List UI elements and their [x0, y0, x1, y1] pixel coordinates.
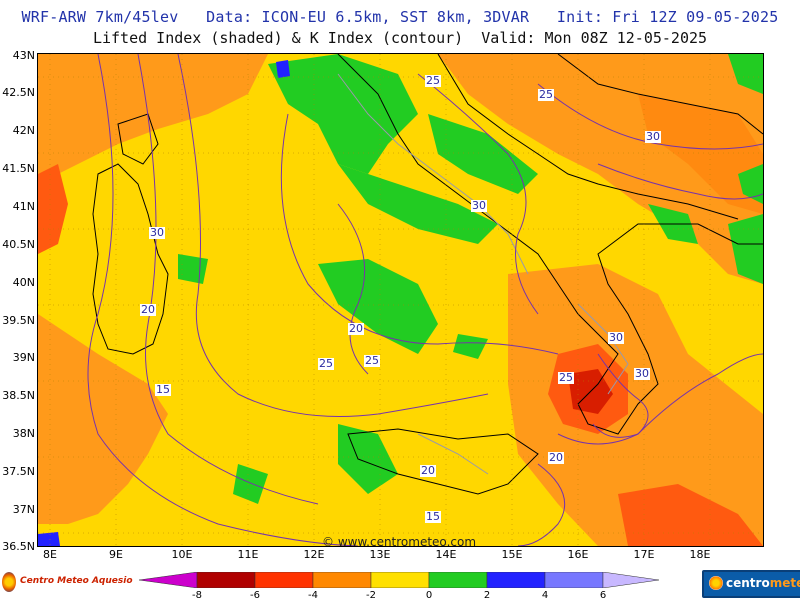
contour-label: 30 — [149, 226, 165, 239]
contour-label: 25 — [425, 74, 441, 87]
lon-label: 18E — [689, 548, 711, 561]
legend-tick: 4 — [541, 590, 549, 601]
lon-label: 10E — [171, 548, 193, 561]
legend-swatch-2 — [254, 572, 314, 588]
contour-label: 30 — [634, 367, 650, 380]
lon-label: 16E — [567, 548, 589, 561]
lat-label: 37N — [12, 503, 35, 516]
contour-label: 25 — [318, 357, 334, 370]
legend-tick: 0 — [425, 590, 433, 601]
lon-label: 17E — [633, 548, 655, 561]
contour-label: 20 — [420, 464, 436, 477]
legend-tick: -6 — [250, 590, 260, 601]
logo-globe-icon — [2, 572, 16, 592]
legend-tick: 6 — [599, 590, 607, 601]
lon-label: 9E — [109, 548, 123, 561]
legend-tick: -2 — [366, 590, 376, 601]
watermark: © www.centrometeo.com — [322, 535, 477, 549]
contour-label: 30 — [608, 331, 624, 344]
logo-left-text: Centro Meteo Aquesio — [20, 576, 133, 586]
logo-right-text: centrometeo — [726, 576, 800, 590]
lat-label: 40.5N — [2, 238, 35, 251]
legend-swatch-0 — [139, 572, 198, 588]
contour-label: 20 — [348, 322, 364, 335]
contour-label: 20 — [548, 451, 564, 464]
lat-label: 36.5N — [2, 540, 35, 553]
logo-sun-icon — [709, 576, 723, 590]
legend-swatch-4 — [370, 572, 430, 588]
lat-label: 41.5N — [2, 162, 35, 175]
contour-label: 30 — [471, 199, 487, 212]
lifted-index-field — [38, 54, 763, 546]
lat-label: 38N — [12, 427, 35, 440]
contour-label: 15 — [425, 510, 441, 523]
lat-label: 37.5N — [2, 465, 35, 478]
lon-label: 12E — [303, 548, 325, 561]
contour-label: 30 — [645, 130, 661, 143]
lon-label: 15E — [501, 548, 523, 561]
lat-label: 40N — [12, 276, 35, 289]
contour-label: 15 — [155, 383, 171, 396]
legend-swatch-7 — [544, 572, 604, 588]
lat-label: 42N — [12, 124, 35, 137]
legend-swatch-6 — [486, 572, 546, 588]
contour-label: 25 — [558, 371, 574, 384]
centro-meteo-aquesio-logo: Centro Meteo Aquesio — [2, 568, 133, 596]
legend-swatch-1 — [196, 572, 256, 588]
lon-label: 14E — [435, 548, 457, 561]
lat-label: 41N — [12, 200, 35, 213]
map-title-line2: Lifted Index (shaded) & K Index (contour… — [92, 29, 708, 47]
weather-map — [37, 53, 764, 547]
contour-label: 20 — [140, 303, 156, 316]
legend-swatch-8 — [602, 572, 659, 588]
lat-label: 38.5N — [2, 389, 35, 402]
lon-label: 13E — [369, 548, 391, 561]
legend-swatch-3 — [312, 572, 372, 588]
lat-label: 39.5N — [2, 314, 35, 327]
lat-label: 39N — [12, 351, 35, 364]
legend-tick: -4 — [308, 590, 318, 601]
legend-swatch-5 — [428, 572, 488, 588]
map-title-line1: WRF-ARW 7km/45lev Data: ICON-EU 6.5km, S… — [21, 8, 779, 26]
lat-label: 43N — [12, 49, 35, 62]
centrometeo-logo[interactable]: centrometeo — [702, 570, 800, 598]
legend-tick: 2 — [483, 590, 491, 601]
lon-label: 11E — [237, 548, 259, 561]
lat-label: 42.5N — [2, 86, 35, 99]
lon-label: 8E — [43, 548, 57, 561]
legend-tick: -8 — [192, 590, 202, 601]
contour-label: 25 — [364, 354, 380, 367]
contour-label: 25 — [538, 88, 554, 101]
lifted-index-legend — [139, 572, 659, 588]
